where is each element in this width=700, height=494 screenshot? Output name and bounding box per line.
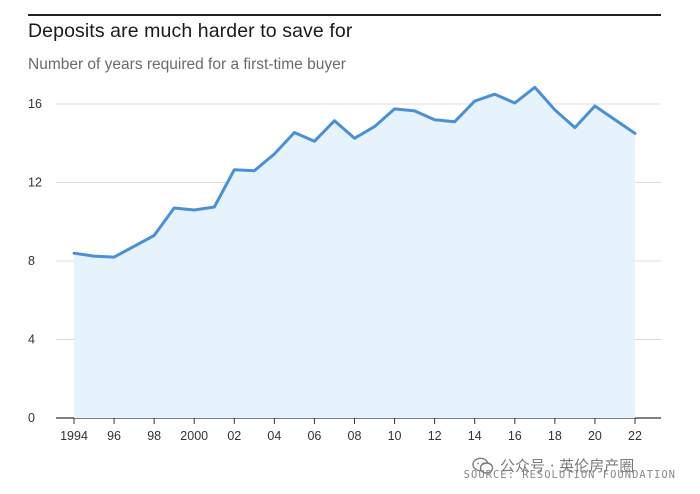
y-tick-label: 12 xyxy=(28,176,42,190)
x-tick-label: 96 xyxy=(107,429,121,443)
data-point xyxy=(634,132,637,135)
x-tick-label: 2000 xyxy=(180,429,208,443)
data-point xyxy=(173,207,176,210)
x-tick-label: 98 xyxy=(147,429,161,443)
data-point xyxy=(333,119,336,122)
y-tick-label: 8 xyxy=(28,254,35,268)
chart-title: Deposits are much harder to save for xyxy=(28,20,353,42)
data-point xyxy=(73,252,76,255)
y-tick-label: 16 xyxy=(28,97,42,111)
x-tick-label: 14 xyxy=(468,429,482,443)
data-point xyxy=(614,118,617,121)
x-tick-label: 02 xyxy=(227,429,241,443)
data-point xyxy=(313,140,316,143)
data-point xyxy=(573,126,576,129)
data-point xyxy=(113,256,116,259)
data-point xyxy=(233,168,236,171)
data-point xyxy=(273,153,276,156)
data-point xyxy=(513,102,516,105)
data-point xyxy=(393,107,396,110)
data-point xyxy=(533,86,536,89)
x-tick-label: 10 xyxy=(388,429,402,443)
data-point xyxy=(193,209,196,212)
data-point xyxy=(373,125,376,128)
top-rule xyxy=(28,14,661,16)
data-point xyxy=(593,105,596,108)
y-tick-label: 4 xyxy=(28,333,35,347)
y-tick-label: 0 xyxy=(28,411,35,425)
data-point xyxy=(133,245,136,248)
data-point xyxy=(213,206,216,209)
x-tick-label: 1994 xyxy=(60,429,88,443)
data-point xyxy=(93,255,96,258)
data-point xyxy=(353,137,356,140)
data-point xyxy=(473,100,476,103)
data-point xyxy=(433,118,436,121)
series-line xyxy=(72,85,637,259)
x-tick-label: 22 xyxy=(628,429,642,443)
data-point xyxy=(553,108,556,111)
x-tick-label: 12 xyxy=(428,429,442,443)
series-area xyxy=(74,87,635,419)
source-note: SOURCE: RESOLUTION FOUNDATION xyxy=(463,469,676,481)
x-tick-label: 04 xyxy=(267,429,281,443)
data-point xyxy=(293,131,296,134)
x-tick-label: 18 xyxy=(548,429,562,443)
data-point xyxy=(253,169,256,172)
wechat-icon xyxy=(472,457,494,474)
data-point xyxy=(413,109,416,112)
x-tick-label: 16 xyxy=(508,429,522,443)
data-point xyxy=(493,93,496,96)
data-point xyxy=(453,120,456,123)
x-tick-label: 06 xyxy=(307,429,321,443)
data-point xyxy=(153,234,156,237)
watermark-text: 公众号 · 英伦房产圈 xyxy=(500,457,635,475)
x-tick-label: 20 xyxy=(588,429,602,443)
chart-subtitle: Number of years required for a first-tim… xyxy=(28,56,346,73)
x-tick-label: 08 xyxy=(348,429,362,443)
watermark: 公众号 · 英伦房产圈 xyxy=(472,455,634,476)
